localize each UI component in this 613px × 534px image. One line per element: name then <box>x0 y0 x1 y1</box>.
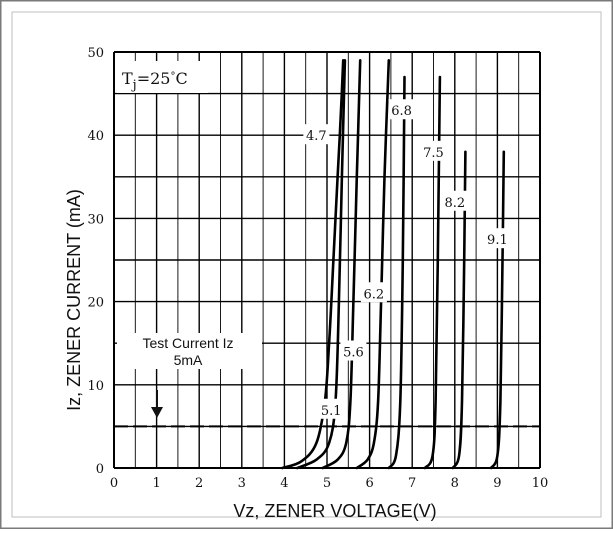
curve-label: 6.8 <box>391 104 412 119</box>
curve-label: 5.1 <box>321 404 342 419</box>
x-tick-label: 3 <box>238 476 246 491</box>
grid <box>113 51 541 469</box>
tick-labels: 0 1 2 3 4 5 6 7 8 9 10 0 10 20 30 40 50 <box>87 46 548 491</box>
curve-label: 7.5 <box>423 146 444 161</box>
x-tick-label: 10 <box>532 476 549 491</box>
x-tick-label: 8 <box>451 476 459 491</box>
curve-labels: 4.7 5.1 5.6 6.2 6.8 7.5 8.2 9.1 <box>303 99 511 419</box>
curve-4-7 <box>281 59 345 470</box>
x-tick-label: 0 <box>110 476 118 491</box>
curve-label-bg <box>318 398 345 419</box>
y-tick-label: 50 <box>87 46 104 61</box>
curve-label: 9.1 <box>487 233 508 248</box>
test-current-arrow-head <box>151 407 163 418</box>
test-current-label: Test Current Iz <box>142 335 233 351</box>
curve-label-bg <box>340 340 367 361</box>
y-tick-label: 0 <box>96 462 104 477</box>
curve-label: 4.7 <box>306 129 327 144</box>
curve-label-bg <box>420 140 447 161</box>
x-tick-label: 4 <box>280 476 288 491</box>
y-tick-label: 40 <box>87 129 104 144</box>
x-tick-label: 1 <box>152 476 160 491</box>
x-tick-label: 7 <box>408 476 416 491</box>
curve-8-2 <box>451 150 467 470</box>
curve-label-bg <box>303 124 330 145</box>
curves <box>281 59 506 470</box>
curve-label-bg <box>388 99 415 120</box>
x-tick-label: 2 <box>195 476 203 491</box>
y-tick-label: 30 <box>87 212 104 227</box>
test-current-label-bg <box>117 333 262 369</box>
curve-9-1 <box>489 150 506 470</box>
curve-6-2 <box>355 59 391 470</box>
test-current-value: 5mA <box>174 352 203 368</box>
curve-7-5 <box>423 75 442 470</box>
y-tick-label: 10 <box>87 379 104 394</box>
curve-label: 5.6 <box>343 346 364 361</box>
condition-text: Tj=25°C <box>122 69 188 93</box>
curve-label: 6.2 <box>364 287 385 302</box>
x-tick-label: 9 <box>493 476 501 491</box>
curve-label-bg <box>360 282 387 303</box>
curve-label-bg <box>484 228 511 249</box>
y-tick-label: 20 <box>87 296 104 311</box>
y-axis-label: Iz, ZENER CURRENT (mA) <box>64 189 84 411</box>
curve-label: 8.2 <box>444 196 465 211</box>
x-tick-label: 5 <box>323 476 331 491</box>
curve-label-bg <box>441 190 468 211</box>
condition-label-bg <box>117 61 208 93</box>
x-axis-label: Vz, ZENER VOLTAGE(V) <box>233 501 436 521</box>
curve-5-6 <box>321 59 362 470</box>
curve-6-8 <box>387 75 406 470</box>
test-current-annotation: Test Current Iz 5mA <box>117 333 262 418</box>
inner-border <box>11 11 602 518</box>
curve-5-1 <box>295 59 347 470</box>
condition-label: Tj=25°C <box>117 61 208 93</box>
x-tick-label: 6 <box>365 476 373 491</box>
